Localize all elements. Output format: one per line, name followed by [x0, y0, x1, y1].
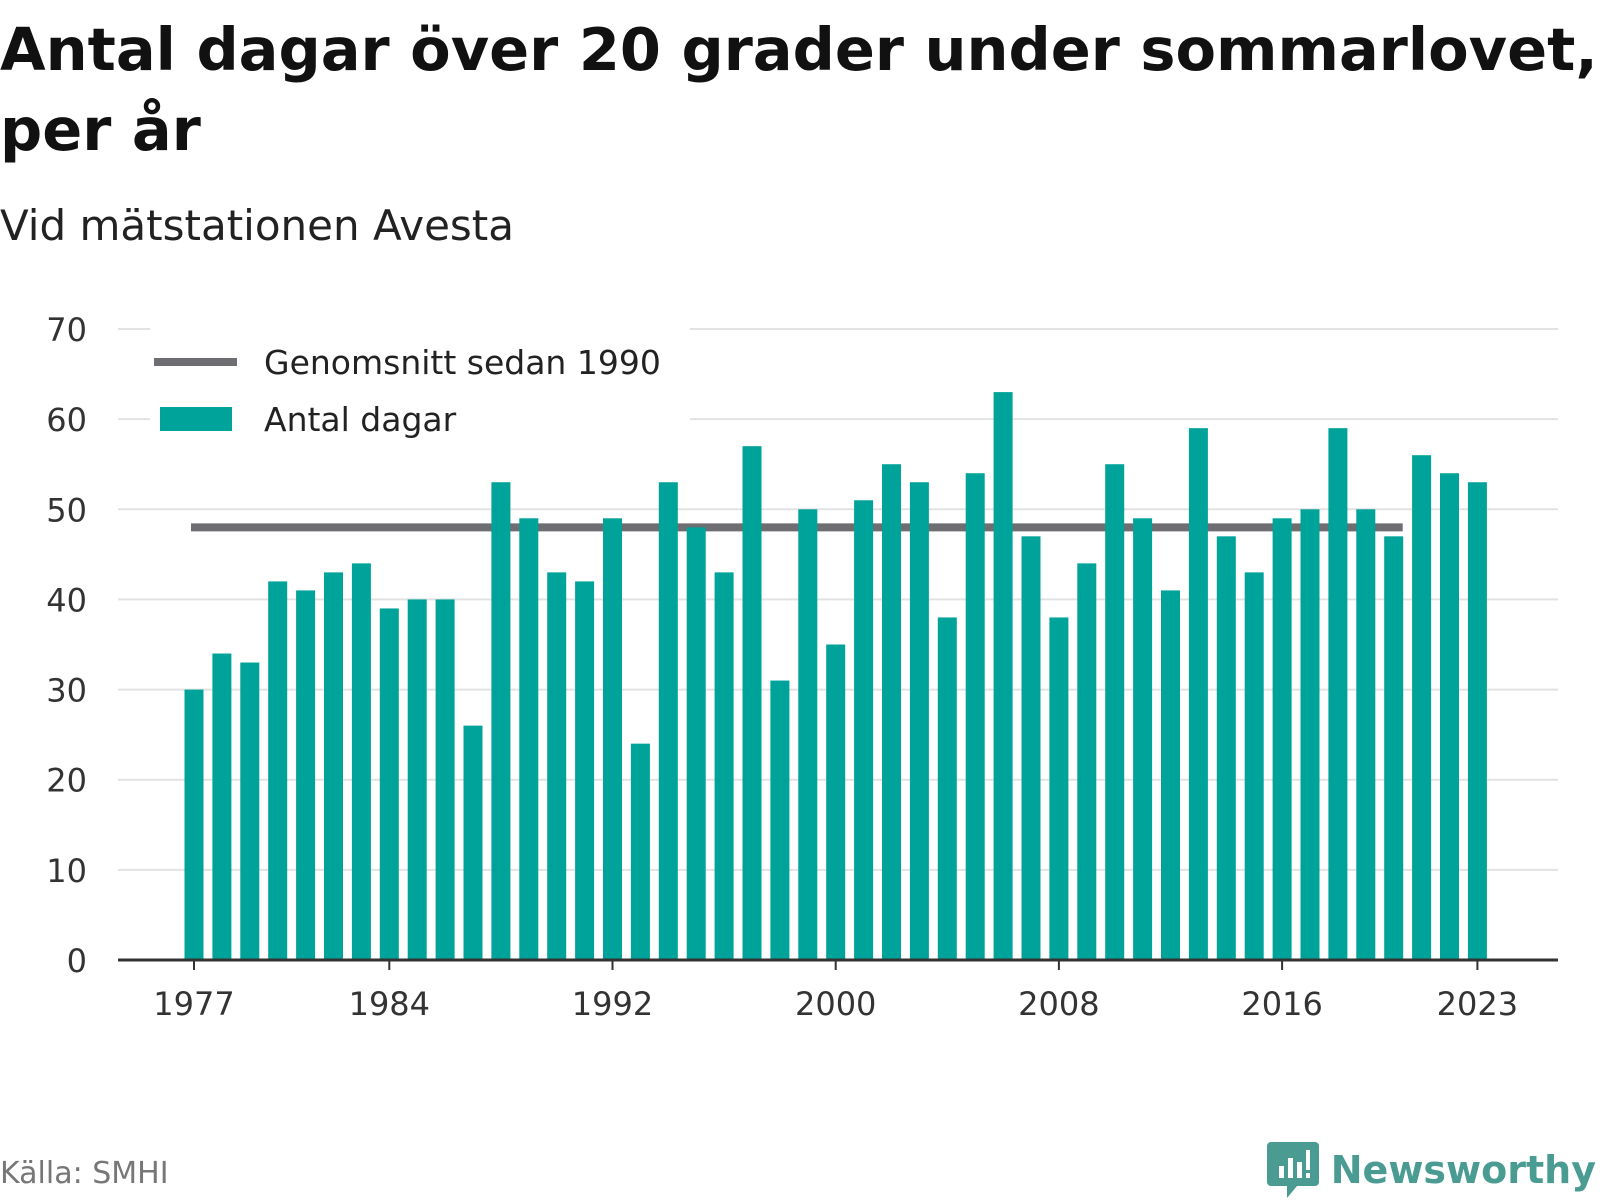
x-tick-label: 1992 [572, 985, 653, 1023]
bar [937, 617, 957, 960]
bar [519, 518, 539, 960]
x-tick-label: 2016 [1241, 985, 1322, 1023]
source-note: Källa: SMHI [0, 1156, 169, 1191]
bar [882, 464, 901, 960]
x-tick-label: 2023 [1437, 985, 1518, 1023]
bar [463, 725, 483, 960]
bar [1467, 482, 1487, 960]
bar [407, 599, 427, 960]
x-tick-label: 1977 [153, 985, 234, 1023]
newsworthy-logo-icon [1266, 1142, 1319, 1198]
bar [1244, 572, 1264, 960]
bar [268, 581, 288, 960]
legend: Genomsnitt sedan 1990 Antal dagar [150, 326, 690, 446]
y-tick-label: 40 [46, 581, 87, 619]
bar [1384, 536, 1404, 960]
brand-logo: Newsworthy [1266, 1140, 1596, 1200]
bar [1161, 590, 1180, 960]
bar [770, 680, 790, 960]
bar [296, 590, 316, 960]
bar [686, 527, 706, 960]
bar [798, 509, 818, 960]
legend-average-label: Genomsnitt sedan 1990 [264, 343, 661, 382]
bar [1216, 536, 1236, 960]
y-tick-label: 0 [67, 942, 87, 980]
bar [351, 563, 371, 960]
bar [1412, 455, 1432, 960]
bar [1021, 536, 1041, 960]
bar [547, 572, 567, 960]
x-tick-label: 2000 [795, 985, 876, 1023]
bar [742, 446, 762, 961]
bar [491, 482, 511, 960]
bar [1272, 518, 1292, 960]
bar [1105, 464, 1125, 960]
bar [379, 608, 399, 960]
bar [324, 572, 343, 960]
bar [1077, 563, 1097, 960]
chart-title: Antal dagar över 20 grader under sommarl… [0, 15, 1598, 164]
bar [965, 473, 985, 960]
bar [603, 518, 622, 960]
brand-name: Newsworthy [1330, 1148, 1596, 1192]
bar [212, 653, 232, 960]
bar [1440, 473, 1459, 960]
bar [240, 662, 260, 960]
bar [1356, 509, 1376, 960]
y-tick-label: 60 [46, 401, 87, 439]
y-tick-label: 50 [46, 491, 87, 529]
legend-background [150, 326, 690, 446]
legend-bar-label: Antal dagar [264, 400, 457, 439]
bar [1328, 428, 1348, 961]
bar [854, 500, 874, 960]
bar [1049, 617, 1069, 960]
x-axis-ticks: 1977 1984 1992 2000 2008 2016 2023 [153, 960, 1518, 1023]
y-tick-label: 70 [46, 311, 87, 349]
bars [184, 392, 1487, 961]
y-axis-ticks: 0 10 20 30 40 50 60 70 [46, 311, 87, 980]
x-tick-label: 2008 [1018, 985, 1099, 1023]
bar [993, 392, 1013, 961]
bar [714, 572, 734, 960]
bar [658, 482, 678, 960]
bar [1133, 518, 1153, 960]
bar [435, 599, 455, 960]
bar [909, 482, 929, 960]
bar [184, 689, 204, 960]
y-tick-label: 20 [46, 762, 87, 800]
legend-bar-swatch [160, 407, 232, 431]
x-tick-label: 1984 [349, 985, 430, 1023]
bar [1300, 509, 1320, 960]
chart-subtitle: Vid mätstationen Avesta [0, 201, 515, 250]
bar [1188, 428, 1208, 961]
y-tick-label: 10 [46, 852, 87, 890]
bar [575, 581, 595, 960]
y-tick-label: 30 [46, 672, 87, 710]
bar [826, 644, 846, 960]
bar [630, 743, 650, 960]
